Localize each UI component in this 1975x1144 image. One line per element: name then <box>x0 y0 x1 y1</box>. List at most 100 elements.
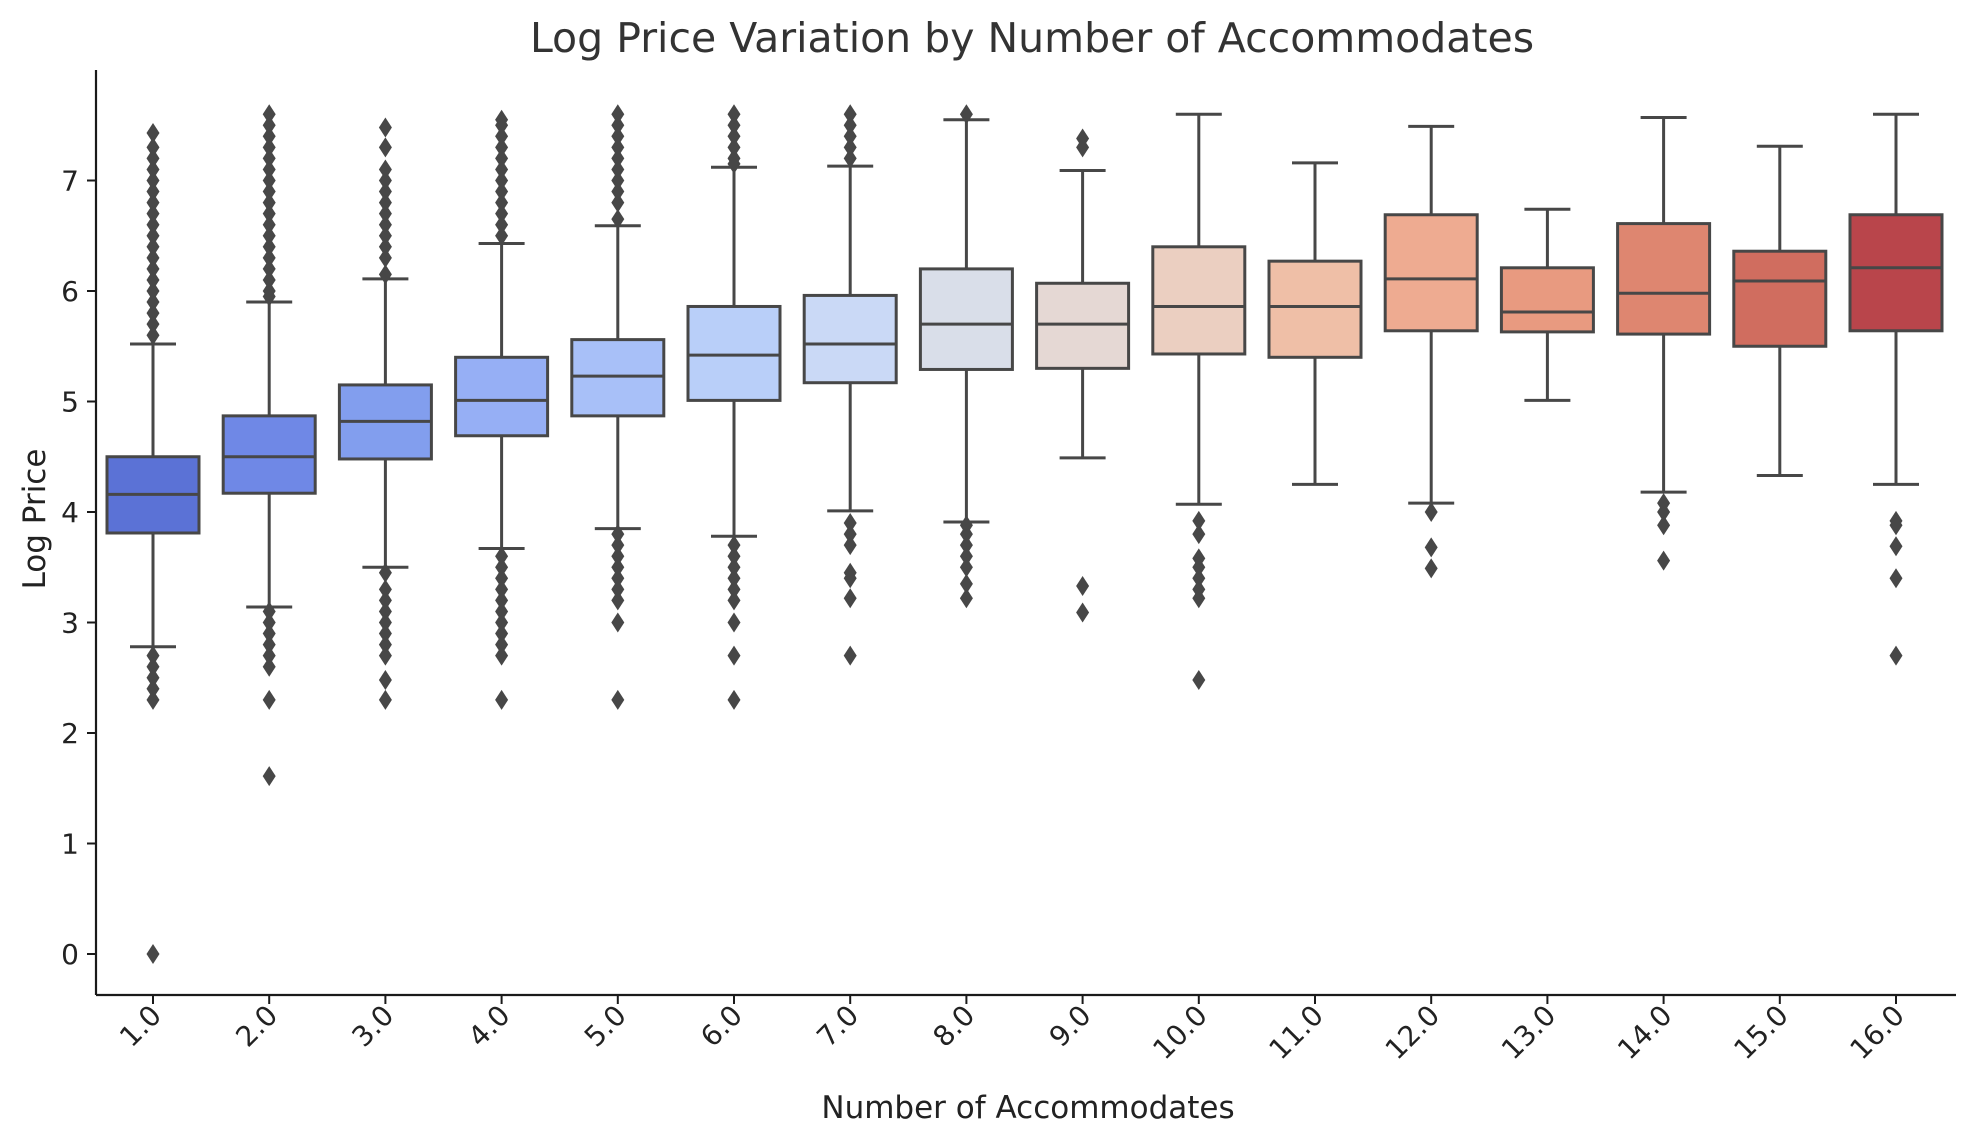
y-tick-label: 5 <box>61 386 79 419</box>
x-tick-label: 4.0 <box>462 999 517 1054</box>
outlier-point <box>495 137 509 158</box>
outlier-point <box>611 104 625 125</box>
y-tick-label: 3 <box>61 607 79 640</box>
box-iqr <box>686 304 782 402</box>
outlier-point <box>1889 515 1903 536</box>
outlier-point <box>843 568 857 589</box>
outlier-point <box>611 568 625 589</box>
outlier-point <box>146 667 160 688</box>
outlier-point <box>727 546 741 567</box>
outlier-point <box>727 137 741 158</box>
outlier-point <box>611 159 625 180</box>
y-tick-label: 4 <box>61 496 79 529</box>
outlier-point <box>378 579 392 600</box>
outlier-point <box>495 225 509 246</box>
outlier-point <box>843 588 857 609</box>
outlier-point <box>378 601 392 622</box>
outlier-point <box>1424 558 1438 579</box>
outlier-point <box>727 557 741 578</box>
box-iqr <box>1732 249 1828 348</box>
outlier-point <box>146 258 160 279</box>
outlier-point <box>1657 515 1671 536</box>
box-iqr <box>1499 266 1595 334</box>
box-iqr <box>1267 259 1363 359</box>
outlier-point <box>495 645 509 666</box>
outlier-point <box>495 612 509 633</box>
outlier-point <box>495 126 509 147</box>
outlier-point <box>1192 510 1206 531</box>
outlier-point <box>495 214 509 235</box>
outlier-point <box>611 126 625 147</box>
outlier-point <box>146 159 160 180</box>
outlier-point <box>262 247 276 268</box>
box-iqr <box>570 338 666 418</box>
outlier-point <box>262 159 276 180</box>
box-iqr <box>1848 213 1944 333</box>
x-tick-label: 10.0 <box>1146 999 1213 1066</box>
outlier-point <box>146 656 160 677</box>
outlier-point <box>495 590 509 611</box>
outlier-point <box>611 170 625 191</box>
outlier-point <box>378 117 392 138</box>
outlier-point <box>262 126 276 147</box>
outlier-point <box>495 579 509 600</box>
outlier-point <box>495 203 509 224</box>
outlier-point <box>959 557 973 578</box>
outlier-point <box>843 535 857 556</box>
outlier-point <box>843 148 857 169</box>
outlier-point <box>495 689 509 710</box>
outlier-point <box>611 535 625 556</box>
outlier-point <box>495 601 509 622</box>
y-tick-label: 6 <box>61 275 79 308</box>
y-tick-label: 7 <box>61 165 79 198</box>
box-iqr <box>1383 213 1479 333</box>
box-iqr <box>1035 281 1131 370</box>
outlier-point <box>262 137 276 158</box>
outlier-point <box>146 225 160 246</box>
box-iqr <box>1616 222 1712 336</box>
chart-title: Log Price Variation by Number of Accommo… <box>530 14 1534 62</box>
outlier-point <box>262 269 276 290</box>
outlier-point <box>611 546 625 567</box>
outlier-point <box>262 214 276 235</box>
box-iqr <box>1151 245 1247 356</box>
outlier-point <box>378 264 392 285</box>
outlier-point <box>378 236 392 257</box>
outlier-point <box>262 623 276 644</box>
outlier-point <box>262 203 276 224</box>
y-tick-label: 0 <box>61 938 79 971</box>
x-tick-label: 6.0 <box>694 999 749 1054</box>
outlier-point <box>378 159 392 180</box>
box-iqr <box>802 293 898 385</box>
outlier-point <box>495 623 509 644</box>
outlier-point <box>959 535 973 556</box>
outlier-point <box>1076 602 1090 623</box>
outlier-point <box>146 689 160 710</box>
outlier-point <box>843 126 857 147</box>
x-tick-label: 8.0 <box>927 999 982 1054</box>
outlier-point <box>146 247 160 268</box>
outlier-point <box>262 689 276 710</box>
outlier-point <box>843 645 857 666</box>
outlier-point <box>611 590 625 611</box>
y-tick-label: 2 <box>61 717 79 750</box>
outlier-point <box>378 634 392 655</box>
x-tick-label: 2.0 <box>229 999 284 1054</box>
x-tick-label: 1.0 <box>113 999 168 1054</box>
outlier-point <box>495 192 509 213</box>
outlier-point <box>727 590 741 611</box>
outlier-point <box>146 944 160 964</box>
outlier-point <box>378 192 392 213</box>
outlier-point <box>378 645 392 666</box>
outlier-point <box>1424 537 1438 558</box>
outlier-point <box>495 109 509 130</box>
outlier-point <box>843 513 857 534</box>
outlier-point <box>262 148 276 169</box>
outlier-point <box>378 612 392 633</box>
outlier-point <box>378 181 392 202</box>
outlier-point <box>378 203 392 224</box>
outlier-point <box>959 573 973 594</box>
outlier-point <box>262 236 276 257</box>
outlier-point <box>959 524 973 545</box>
outlier-point <box>611 192 625 213</box>
